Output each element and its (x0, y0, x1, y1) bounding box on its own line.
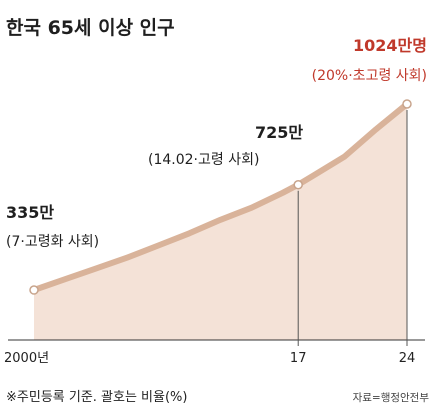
value-label-2024: 1024만명 (353, 36, 427, 55)
data-points (29, 99, 412, 295)
note-label-2024: (20%·초고령 사회) (312, 68, 427, 84)
x-tick-label: 17 (290, 351, 307, 366)
plot-area (8, 99, 425, 346)
chart-title: 한국 65세 이상 인구 (6, 17, 175, 39)
value-label-2000: 335만 (6, 203, 54, 222)
note-label-2017: (14.02·고령 사회) (148, 152, 259, 168)
point-labels: 335만 (7·고령화 사회) 725만 (14.02·고령 사회) 1024만명 (20… (6, 36, 427, 250)
data-point-2000 (29, 285, 39, 295)
source-note: 자료=행정안전부 (353, 392, 430, 404)
note-label-2000: (7·고령화 사회) (6, 234, 99, 250)
data-point-2017 (293, 179, 303, 190)
x-tick-label: 2000년 (4, 351, 49, 366)
footnote: ※주민등록 기준. 괄호는 비율(%) (6, 390, 187, 405)
data-point-2024 (402, 99, 412, 109)
series-line (31, 101, 410, 293)
x-tick-label: 24 (399, 351, 416, 366)
x-axis-ticks: 2000년 17 24 (4, 351, 415, 366)
value-label-2017: 725만 (255, 123, 303, 142)
